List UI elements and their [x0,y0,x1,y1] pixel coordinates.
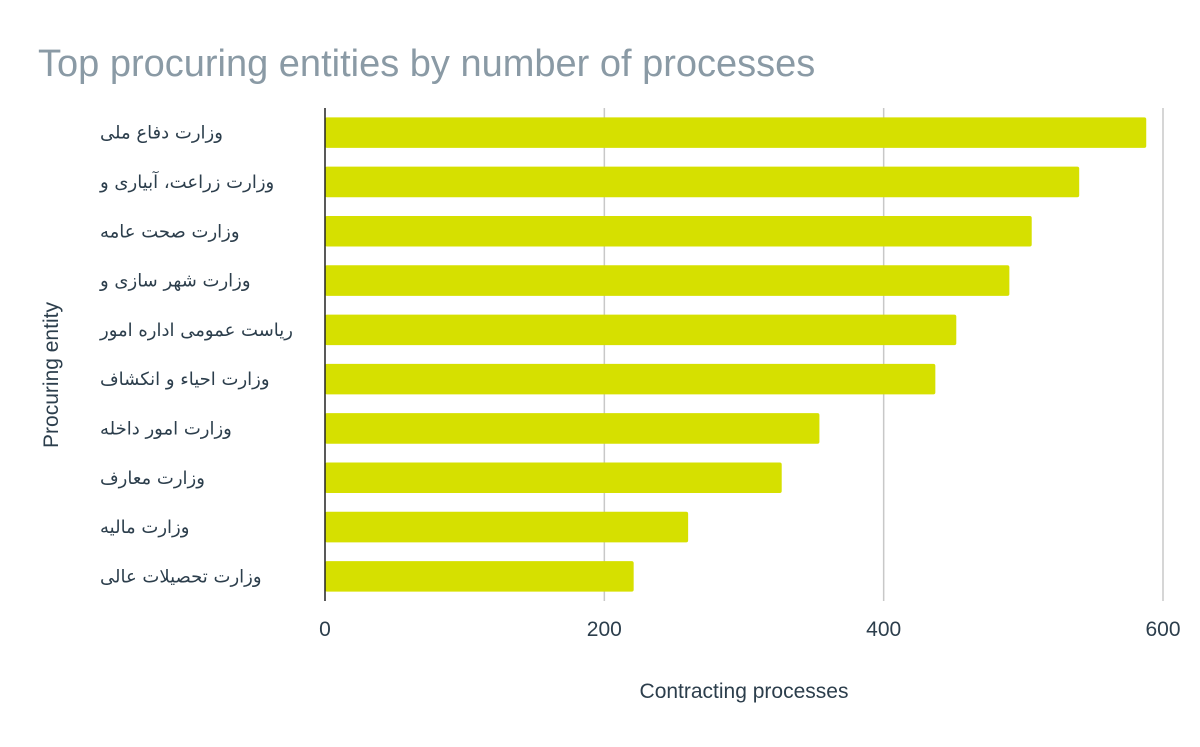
category-label: وزارت شهر سازی و [99,271,251,292]
bars [325,117,1147,592]
bar [325,511,689,543]
bar [325,215,1032,247]
category-label: وزارت امور داخله [100,418,232,439]
x-tick-label: 600 [1145,618,1180,641]
bar [325,117,1147,148]
category-label: وزارت مالیه [100,517,189,538]
bar [325,561,634,592]
category-labels: وزارت دفاع ملی وزارت زراعت، آبیاری و وزارت… [99,123,293,588]
category-label: وزارت احیاء و انکشاف [100,369,270,390]
category-label: وزارت معارف [100,468,205,489]
x-axis-label: Contracting processes [640,680,849,703]
category-label: ریاست عمومی اداره امور [99,320,293,341]
bar [325,166,1080,198]
chart-title: Top procuring entities by number of proc… [38,43,815,85]
x-tick-label: 0 [319,618,331,641]
y-axis-label: Procuring entity [40,302,63,448]
category-label: وزارت زراعت، آبیاری و [99,170,274,193]
bar [325,462,782,494]
x-tick-labels: 0 200 400 600 [319,618,1180,641]
bar [325,413,820,444]
bar [325,265,1010,296]
bar [325,314,957,346]
x-tick-label: 200 [587,618,622,641]
category-label: وزارت دفاع ملی [100,123,223,144]
category-label: وزارت صحت عامه [100,221,240,242]
category-label: وزارت تحصیلات عالی [100,566,262,587]
bar [325,363,936,395]
x-tick-label: 400 [866,618,901,641]
